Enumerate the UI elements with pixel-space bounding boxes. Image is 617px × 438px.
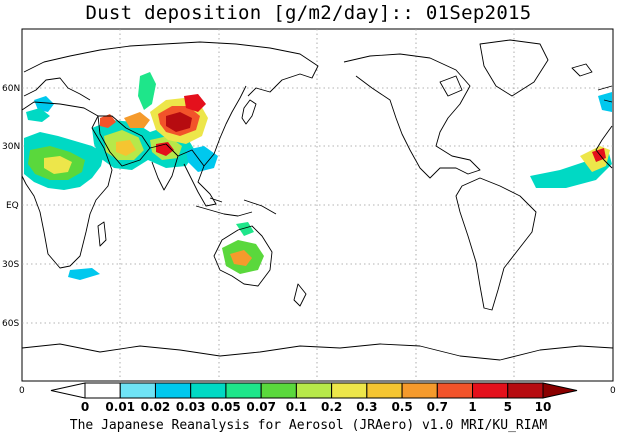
map-title: Dust deposition [g/m2/day]:: 01Sep2015 (85, 2, 532, 24)
colorbar-segment (472, 382, 509, 399)
colorbar-segment (295, 382, 333, 399)
colorbar-segment (436, 382, 474, 399)
coast-iceland (571, 63, 593, 77)
coast-australia (213, 225, 273, 287)
colorbar-label: 0.2 (321, 400, 342, 414)
map-frame (21, 28, 614, 382)
colorbar-label: 0.02 (141, 400, 171, 414)
coast-japan (241, 99, 257, 125)
colorbar: 0 0.01 0.02 0.03 0.05 0.07 0.1 0.2 0.3 0.5 0.7 1 5 10 (50, 382, 578, 414)
colorbar-label: 5 (504, 400, 512, 414)
lat-label: EQ (6, 201, 19, 211)
coastlines (21, 39, 614, 361)
dust-shading (24, 72, 612, 280)
colorbar-segment (331, 382, 368, 399)
colorbar-segment (401, 382, 438, 399)
dust-central-asia-streak (138, 72, 156, 110)
coast-madagascar (97, 221, 107, 247)
lon-right-label: 0 (610, 386, 616, 396)
lat-label: 30S (2, 260, 19, 270)
lat-label: 30N (2, 142, 20, 152)
coast-india (149, 143, 179, 191)
dust-sahara-core (44, 156, 72, 174)
coast-new-zealand (293, 283, 307, 307)
coast-iberia (597, 85, 613, 103)
colorbar-label: 1 (468, 400, 476, 414)
colorbar-label: 0.07 (246, 400, 276, 414)
lat-label: 60N (2, 84, 20, 94)
colorbar-label: 0 (81, 400, 89, 414)
coast-africa (21, 101, 113, 269)
lat-label: 60S (2, 319, 19, 329)
coast-china (203, 85, 247, 167)
latitude-labels: 60N 30N EQ 30S 60S (2, 84, 20, 329)
coast-north-america (343, 53, 481, 179)
colorbar-label: 0.3 (356, 400, 377, 414)
dust-taklimakan-core (166, 112, 192, 132)
dust-australia-core (230, 250, 252, 266)
dust-levant (100, 114, 116, 128)
colorbar-segment (366, 382, 403, 399)
colorbar-segment (84, 382, 121, 399)
dust-arabia-core (116, 140, 136, 156)
colorbar-segment (507, 382, 544, 399)
colorbar-label: 0.01 (105, 400, 135, 414)
dust-north-africa (34, 96, 54, 112)
coast-south-america (455, 177, 537, 311)
colorbar-segment (225, 382, 262, 399)
coast-antarctica (21, 343, 614, 361)
dust-iran (124, 112, 150, 128)
coast-greenland (479, 39, 549, 97)
colorbar-label: 0.05 (211, 400, 241, 414)
coast-hudson (439, 75, 463, 97)
map-footer: The Japanese Reanalysis for Aerosol (JRA… (69, 418, 548, 433)
colorbar-label: 0.5 (391, 400, 412, 414)
coast-west-africa-right (595, 125, 613, 169)
colorbar-segment (260, 382, 297, 399)
colorbar-right-triangle (542, 382, 578, 399)
colorbar-left-triangle (50, 382, 86, 399)
dust-iberia-edge (598, 92, 612, 112)
colorbar-label: 0.7 (427, 400, 448, 414)
coast-europe (23, 77, 91, 101)
coast-indonesia (195, 197, 277, 217)
lon-left-label: 0 (19, 386, 25, 396)
colorbar-segment (119, 382, 156, 399)
graticule (22, 29, 613, 381)
colorbar-segment (190, 382, 227, 399)
dust-ne-africa (26, 108, 50, 122)
colorbar-label: 0.03 (176, 400, 206, 414)
colorbar-label: 10 (535, 400, 552, 414)
coast-arabia (97, 115, 151, 167)
colorbar-label: 0.1 (286, 400, 307, 414)
dust-south-africa (68, 268, 100, 280)
coast-eurasia-north (23, 41, 319, 97)
dust-gobi (184, 94, 206, 112)
dust-australia-north (236, 222, 254, 236)
colorbar-segment (154, 382, 192, 399)
